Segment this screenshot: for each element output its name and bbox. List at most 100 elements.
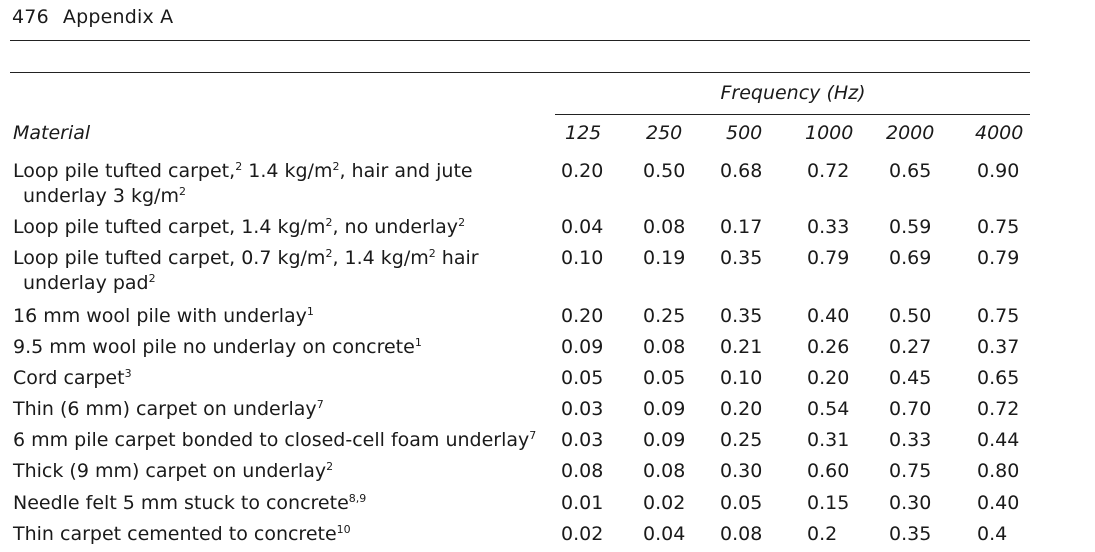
- absorption-value-2000: 0.70: [889, 398, 932, 420]
- absorption-value-1000: 0.33: [807, 216, 850, 238]
- absorption-value-2000: 0.45: [889, 367, 932, 389]
- material-line-continued: underlay pad2: [13, 271, 553, 296]
- absorption-value-500: 0.21: [720, 336, 763, 358]
- material-cell: Thick (9 mm) carpet on underlay2: [13, 459, 553, 484]
- absorption-value-500: 0.30: [720, 460, 763, 482]
- footnote-ref: 7: [316, 398, 324, 411]
- material-text: Thin (6 mm) carpet on underlay: [13, 398, 317, 420]
- material-cell: Thin carpet cemented to concrete10: [13, 522, 553, 547]
- material-line: Thin carpet cemented to concrete10: [13, 522, 553, 547]
- material-text: underlay pad: [23, 272, 149, 294]
- absorption-value-500: 0.35: [720, 305, 763, 327]
- absorption-value-1000: 0.20: [807, 367, 850, 389]
- absorption-value-125: 0.05: [561, 367, 604, 389]
- footnote-ref: 8,9: [348, 492, 367, 505]
- footnote-ref: 2: [332, 160, 340, 173]
- absorption-value-1000: 0.2: [807, 523, 838, 545]
- table-top-rule: [10, 72, 1030, 73]
- absorption-value-250: 0.50: [643, 160, 686, 182]
- footnote-ref: 3: [124, 367, 132, 380]
- footnote-ref: 2: [428, 247, 436, 260]
- material-text: 6 mm pile carpet bonded to closed-cell f…: [13, 429, 530, 451]
- absorption-value-1000: 0.54: [807, 398, 850, 420]
- footnote-ref: 7: [529, 429, 537, 442]
- material-cell: 9.5 mm wool pile no underlay on concrete…: [13, 335, 553, 360]
- absorption-value-2000: 0.27: [889, 336, 932, 358]
- material-line: Needle felt 5 mm stuck to concrete8,9: [13, 491, 553, 516]
- frequency-rule: [555, 114, 1030, 115]
- material-text: Cord carpet: [13, 367, 125, 389]
- material-text: hair: [435, 247, 479, 269]
- absorption-value-125: 0.20: [561, 305, 604, 327]
- absorption-value-250: 0.25: [643, 305, 686, 327]
- material-line-continued: underlay 3 kg/m2: [13, 184, 553, 209]
- material-text: underlay 3 kg/m: [23, 185, 179, 207]
- absorption-value-125: 0.03: [561, 398, 604, 420]
- absorption-value-4000: 0.72: [977, 398, 1020, 420]
- absorption-value-250: 0.19: [643, 247, 686, 269]
- absorption-value-4000: 0.80: [977, 460, 1020, 482]
- freq-header-250: 250: [646, 122, 683, 144]
- absorption-value-125: 0.01: [561, 492, 604, 514]
- material-cell: Loop pile tufted carpet,2 1.4 kg/m2, hai…: [13, 159, 553, 209]
- absorption-value-500: 0.17: [720, 216, 763, 238]
- absorption-value-1000: 0.40: [807, 305, 850, 327]
- absorption-value-1000: 0.26: [807, 336, 850, 358]
- material-cell: 6 mm pile carpet bonded to closed-cell f…: [13, 428, 553, 453]
- absorption-value-4000: 0.40: [977, 492, 1020, 514]
- material-line: Loop pile tufted carpet, 0.7 kg/m2, 1.4 …: [13, 246, 553, 271]
- absorption-value-125: 0.04: [561, 216, 604, 238]
- material-text: 9.5 mm wool pile no underlay on concrete: [13, 336, 415, 358]
- absorption-value-250: 0.09: [643, 398, 686, 420]
- absorption-value-125: 0.02: [561, 523, 604, 545]
- absorption-value-500: 0.20: [720, 398, 763, 420]
- material-text: Loop pile tufted carpet, 0.7 kg/m: [13, 247, 326, 269]
- freq-header-2000: 2000: [886, 122, 935, 144]
- footnote-ref: 2: [458, 216, 466, 229]
- absorption-value-1000: 0.31: [807, 429, 850, 451]
- material-line: 9.5 mm wool pile no underlay on concrete…: [13, 335, 553, 360]
- footnote-ref: 2: [325, 247, 333, 260]
- footnote-ref: 2: [235, 160, 243, 173]
- footnote-ref: 2: [148, 272, 156, 285]
- material-line: 16 mm wool pile with underlay1: [13, 304, 553, 329]
- absorption-value-4000: 0.75: [977, 216, 1020, 238]
- absorption-value-1000: 0.79: [807, 247, 850, 269]
- absorption-value-2000: 0.59: [889, 216, 932, 238]
- freq-header-500: 500: [726, 122, 763, 144]
- material-cell: Loop pile tufted carpet, 0.7 kg/m2, 1.4 …: [13, 246, 553, 296]
- freq-header-125: 125: [565, 122, 602, 144]
- absorption-value-4000: 0.75: [977, 305, 1020, 327]
- absorption-value-500: 0.05: [720, 492, 763, 514]
- material-text: , 1.4 kg/m: [332, 247, 429, 269]
- absorption-value-125: 0.09: [561, 336, 604, 358]
- material-line: Cord carpet3: [13, 366, 553, 391]
- material-cell: Loop pile tufted carpet, 1.4 kg/m 2, no u…: [13, 215, 553, 240]
- absorption-value-125: 0.08: [561, 460, 604, 482]
- absorption-value-500: 0.68: [720, 160, 763, 182]
- material-text: Loop pile tufted carpet,: [13, 160, 236, 182]
- absorption-value-2000: 0.65: [889, 160, 932, 182]
- absorption-value-250: 0.08: [643, 460, 686, 482]
- material-line: Thin (6 mm) carpet on underlay7: [13, 397, 553, 422]
- footnote-ref: 2: [326, 460, 334, 473]
- absorption-value-2000: 0.75: [889, 460, 932, 482]
- freq-header-1000: 1000: [805, 122, 854, 144]
- footnote-ref: 2: [178, 185, 186, 198]
- absorption-value-1000: 0.72: [807, 160, 850, 182]
- material-text: Loop pile tufted carpet, 1.4 kg/m: [13, 216, 326, 238]
- absorption-value-4000: 0.44: [977, 429, 1020, 451]
- material-column-header: Material: [13, 122, 91, 144]
- material-cell: Thin (6 mm) carpet on underlay7: [13, 397, 553, 422]
- absorption-value-4000: 0.90: [977, 160, 1020, 182]
- absorption-value-1000: 0.15: [807, 492, 850, 514]
- section-title: Appendix A: [62, 6, 174, 28]
- material-text: Needle felt 5 mm stuck to concrete: [13, 492, 349, 514]
- absorption-value-500: 0.25: [720, 429, 763, 451]
- material-cell: Needle felt 5 mm stuck to concrete8,9: [13, 491, 553, 516]
- material-text: , hair and jute: [339, 160, 473, 182]
- footnote-ref: 10: [336, 523, 351, 536]
- absorption-value-4000: 0.4: [977, 523, 1008, 545]
- material-cell: Cord carpet3: [13, 366, 553, 391]
- material-text: , no underlay: [332, 216, 459, 238]
